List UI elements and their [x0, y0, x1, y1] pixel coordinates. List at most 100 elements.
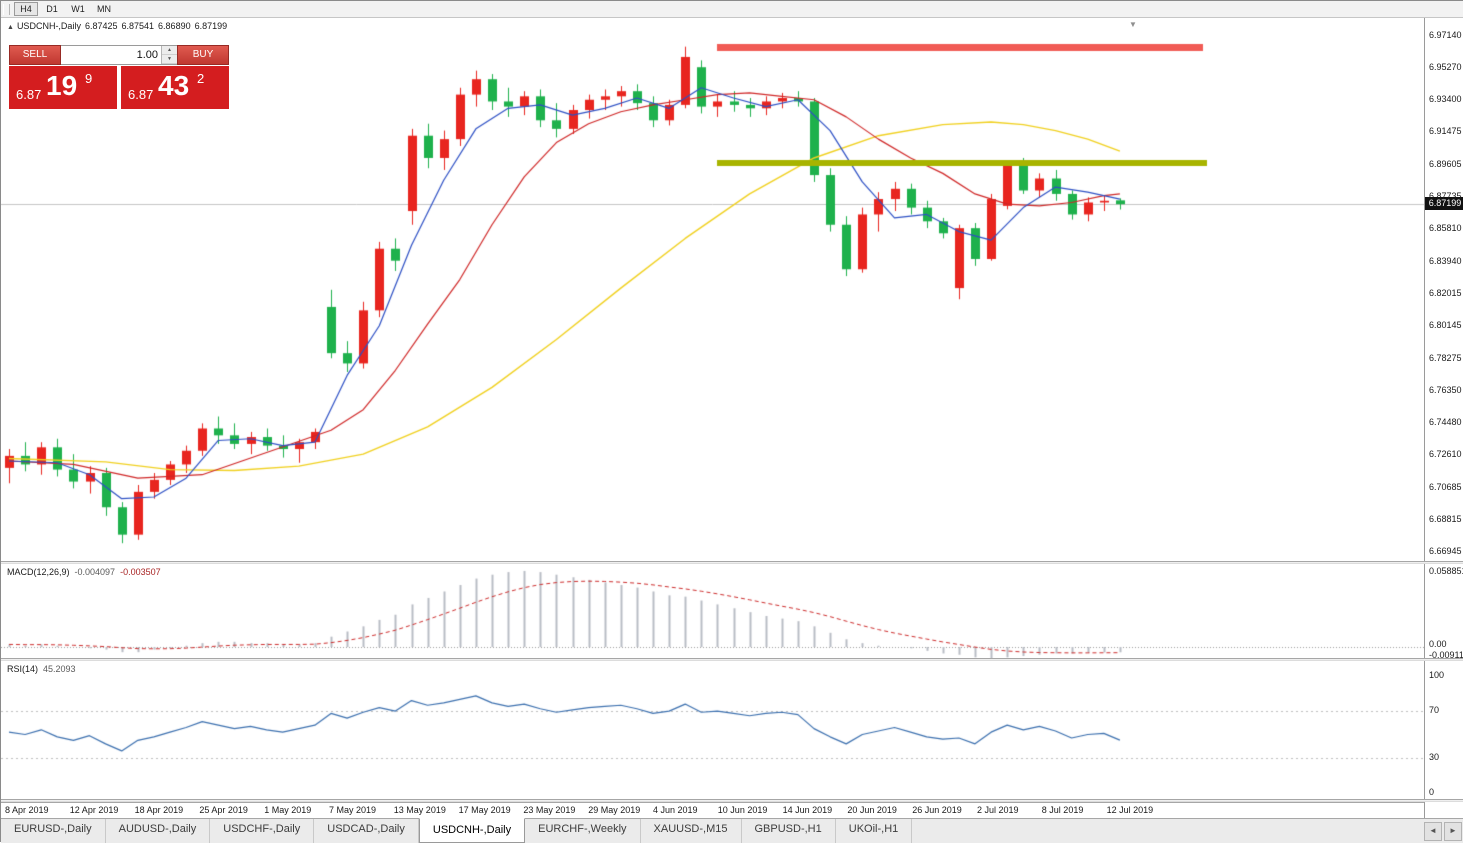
- rsi-canvas[interactable]: [1, 661, 1424, 800]
- splitter-macd-rsi[interactable]: [1, 658, 1463, 661]
- toolbar-grip[interactable]: [3, 3, 10, 15]
- date-label: 20 Jun 2019: [847, 805, 897, 815]
- sell-button[interactable]: SELL: [9, 45, 61, 65]
- date-label: 13 May 2019: [393, 805, 446, 815]
- date-label: 23 May 2019: [523, 805, 576, 815]
- ohlc-open: 6.87425: [84, 21, 118, 31]
- price-axis-label: 6.68815: [1429, 514, 1462, 524]
- chart-shift-icon[interactable]: ▼: [1129, 20, 1137, 29]
- price-axis-label: 6.80145: [1429, 320, 1462, 331]
- rsi-label: RSI(14) 45.2093: [7, 664, 76, 674]
- chart-tab-bar: EURUSD-,Daily AUDUSD-,Daily USDCHF-,Daily U…: [1, 818, 1463, 843]
- buy-price-base: 6.87: [128, 87, 154, 102]
- date-label: 4 Jun 2019: [653, 805, 698, 815]
- date-label: 12 Apr 2019: [69, 805, 119, 815]
- buy-price-tile[interactable]: 6.87 43 2: [121, 66, 229, 109]
- period-toolbar: H4 D1 W1 MN: [1, 1, 1463, 18]
- tab-eurusd-daily[interactable]: EURUSD-,Daily: [1, 819, 106, 843]
- volume-field[interactable]: 1.00 ▲ ▼: [61, 45, 177, 65]
- tab-usdcnh-daily[interactable]: USDCNH-,Daily: [418, 818, 526, 843]
- chart-symbol: USDCNH-,Daily: [16, 21, 81, 31]
- macd-value-main: -0.004097: [74, 567, 116, 577]
- expand-icon[interactable]: ▲: [7, 24, 14, 31]
- rsi-axis-label: 70: [1429, 705, 1440, 715]
- price-axis-label: 6.95270: [1429, 61, 1462, 72]
- volume-value[interactable]: 1.00: [136, 49, 158, 61]
- period-h4-button[interactable]: H4: [14, 2, 38, 16]
- price-axis-label: 6.78275: [1429, 352, 1462, 363]
- date-label: 17 May 2019: [458, 805, 511, 815]
- sell-price-pips: 19: [46, 70, 78, 101]
- price-axis[interactable]: 6.87199 6.97140 6.95270 6.93400 6.91475 6.89…: [1424, 18, 1463, 818]
- date-label: 8 Apr 2019: [5, 805, 49, 815]
- rsi-axis-label: 30: [1429, 752, 1440, 762]
- price-axis-label: 6.72610: [1429, 449, 1462, 460]
- tab-scroll-buttons: ◄ ►: [1422, 822, 1462, 841]
- date-label: 7 May 2019: [329, 805, 377, 815]
- tab-eurchf-weekly[interactable]: EURCHF-,Weekly: [525, 819, 641, 843]
- splitter-main-macd[interactable]: [1, 561, 1463, 564]
- macd-axis-label: -0.009116: [1429, 650, 1463, 660]
- ohlc-close: 6.87199: [194, 21, 228, 31]
- date-axis[interactable]: 8 Apr 2019 12 Apr 2019 18 Apr 2019 25 Apr 2…: [1, 802, 1424, 818]
- macd-axis-label: 0.058851: [1429, 566, 1463, 576]
- buy-price-point: 2: [197, 71, 205, 86]
- tab-scroll-right-icon[interactable]: ►: [1444, 822, 1462, 841]
- price-axis-label: 6.91475: [1429, 126, 1462, 137]
- tab-usdcad-daily[interactable]: USDCAD-,Daily: [314, 819, 419, 843]
- price-axis-label: 6.93400: [1429, 94, 1462, 105]
- date-label: 14 Jun 2019: [782, 805, 833, 815]
- date-label: 8 Jul 2019: [1041, 805, 1084, 815]
- current-price-badge: 6.87199: [1425, 197, 1463, 210]
- price-axis-label: 6.76350: [1429, 384, 1462, 395]
- tab-xauusd-m15[interactable]: XAUUSD-,M15: [641, 819, 742, 843]
- period-mn-button[interactable]: MN: [92, 2, 116, 16]
- one-click-trading-panel: SELL 1.00 ▲ ▼ BUY 6.87 19 9 6.87: [9, 45, 229, 109]
- macd-name: MACD(12,26,9): [7, 567, 70, 577]
- period-d1-button[interactable]: D1: [40, 2, 64, 16]
- chart-tabs: EURUSD-,Daily AUDUSD-,Daily USDCHF-,Daily U…: [1, 818, 913, 843]
- chart-title: ▲ USDCNH-,Daily 6.87425 6.87541 6.86890 6.871…: [7, 21, 231, 31]
- volume-down-icon[interactable]: ▼: [162, 55, 177, 64]
- tab-audusd-daily[interactable]: AUDUSD-,Daily: [106, 819, 211, 843]
- date-label: 29 May 2019: [588, 805, 641, 815]
- price-axis-label: 6.85810: [1429, 223, 1462, 234]
- macd-value-signal: -0.003507: [120, 567, 161, 577]
- period-w1-button[interactable]: W1: [66, 2, 90, 16]
- sell-price-point: 9: [85, 71, 93, 86]
- buy-button[interactable]: BUY: [177, 45, 229, 65]
- macd-axis-label: 0.00: [1429, 639, 1447, 649]
- date-label: 2 Jul 2019: [977, 805, 1019, 815]
- splitter-rsi-dates[interactable]: [1, 799, 1463, 802]
- price-chart-canvas[interactable]: [1, 18, 1424, 561]
- date-label: 18 Apr 2019: [134, 805, 184, 815]
- macd-panel: MACD(12,26,9) -0.004097 -0.003507: [1, 564, 1424, 658]
- tab-ukoil-h1[interactable]: UKOil-,H1: [836, 819, 913, 843]
- date-label: 26 Jun 2019: [912, 805, 962, 815]
- macd-canvas[interactable]: [1, 564, 1424, 658]
- date-label: 1 May 2019: [264, 805, 312, 815]
- macd-label: MACD(12,26,9) -0.004097 -0.003507: [7, 567, 161, 577]
- tab-usdchf-daily[interactable]: USDCHF-,Daily: [210, 819, 315, 843]
- rsi-axis-label: 100: [1429, 670, 1445, 680]
- rsi-name: RSI(14): [7, 664, 39, 674]
- price-axis-label: 6.74480: [1429, 417, 1462, 428]
- tab-scroll-left-icon[interactable]: ◄: [1424, 822, 1442, 841]
- rsi-axis-label: 0: [1429, 787, 1435, 797]
- ohlc-low: 6.86890: [158, 21, 191, 31]
- volume-stepper: ▲ ▼: [161, 46, 177, 64]
- price-axis-label: 6.87735: [1429, 191, 1462, 201]
- volume-up-icon[interactable]: ▲: [162, 46, 177, 55]
- sell-price-tile[interactable]: 6.87 19 9: [9, 66, 117, 109]
- price-axis-label: 6.89605: [1429, 158, 1462, 169]
- date-label: 12 Jul 2019: [1106, 805, 1154, 815]
- price-axis-label: 6.66945: [1429, 546, 1462, 557]
- tab-gbpusd-h1[interactable]: GBPUSD-,H1: [742, 819, 836, 843]
- date-label: 10 Jun 2019: [717, 805, 768, 815]
- sell-price-base: 6.87: [16, 87, 42, 102]
- ohlc-high: 6.87541: [121, 21, 155, 31]
- rsi-panel: RSI(14) 45.2093: [1, 661, 1424, 800]
- price-axis-label: 6.82015: [1429, 287, 1462, 298]
- price-axis-label: 6.97140: [1429, 29, 1462, 40]
